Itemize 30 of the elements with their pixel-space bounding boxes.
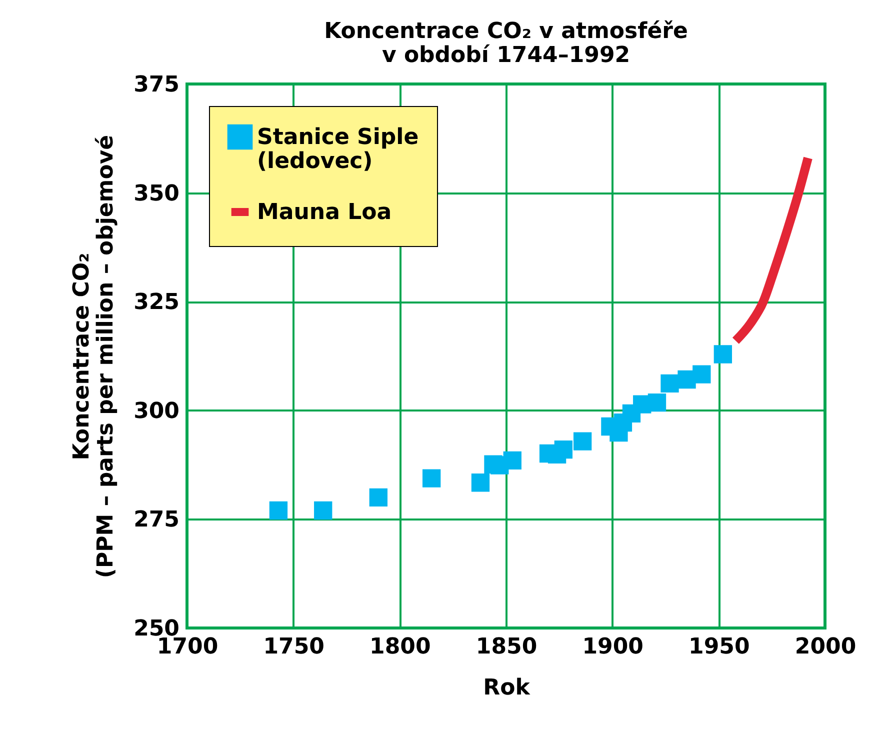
legend-label: Stanice Siple (ledovec): [257, 125, 419, 174]
x-tick-label: 2000: [794, 634, 856, 660]
point: [648, 393, 666, 412]
x-tick-label: 1900: [582, 634, 644, 660]
point: [573, 432, 592, 450]
y-tick-label: 375: [134, 72, 180, 98]
legend-label: Mauna Loa: [257, 200, 392, 225]
y-tick-label: 350: [134, 181, 180, 206]
text: (PPM – parts per million – objemové: [94, 134, 119, 578]
x-tick-label: 1950: [688, 634, 750, 660]
point: [314, 501, 332, 520]
text: Koncentrace CO₂: [70, 252, 95, 460]
point: [471, 474, 490, 492]
x-tick-label: 1800: [370, 634, 431, 660]
point: [554, 440, 573, 459]
point: [369, 488, 388, 507]
x-tick-label: 1750: [263, 634, 324, 660]
text: v období 1744–1992: [382, 43, 630, 68]
point: [269, 501, 288, 520]
point: [422, 469, 441, 488]
point: [692, 365, 711, 384]
y-tick-label: 300: [134, 398, 180, 424]
point: [714, 345, 732, 364]
text: Koncentrace CO₂ v atmosféře: [324, 19, 688, 44]
point: [503, 451, 522, 470]
y-tick-label: 325: [134, 290, 180, 316]
x-axis-title: Rok: [483, 676, 532, 700]
x-tick-label: 1850: [476, 634, 538, 660]
point: [660, 374, 679, 392]
y-tick-label: 275: [134, 508, 180, 533]
